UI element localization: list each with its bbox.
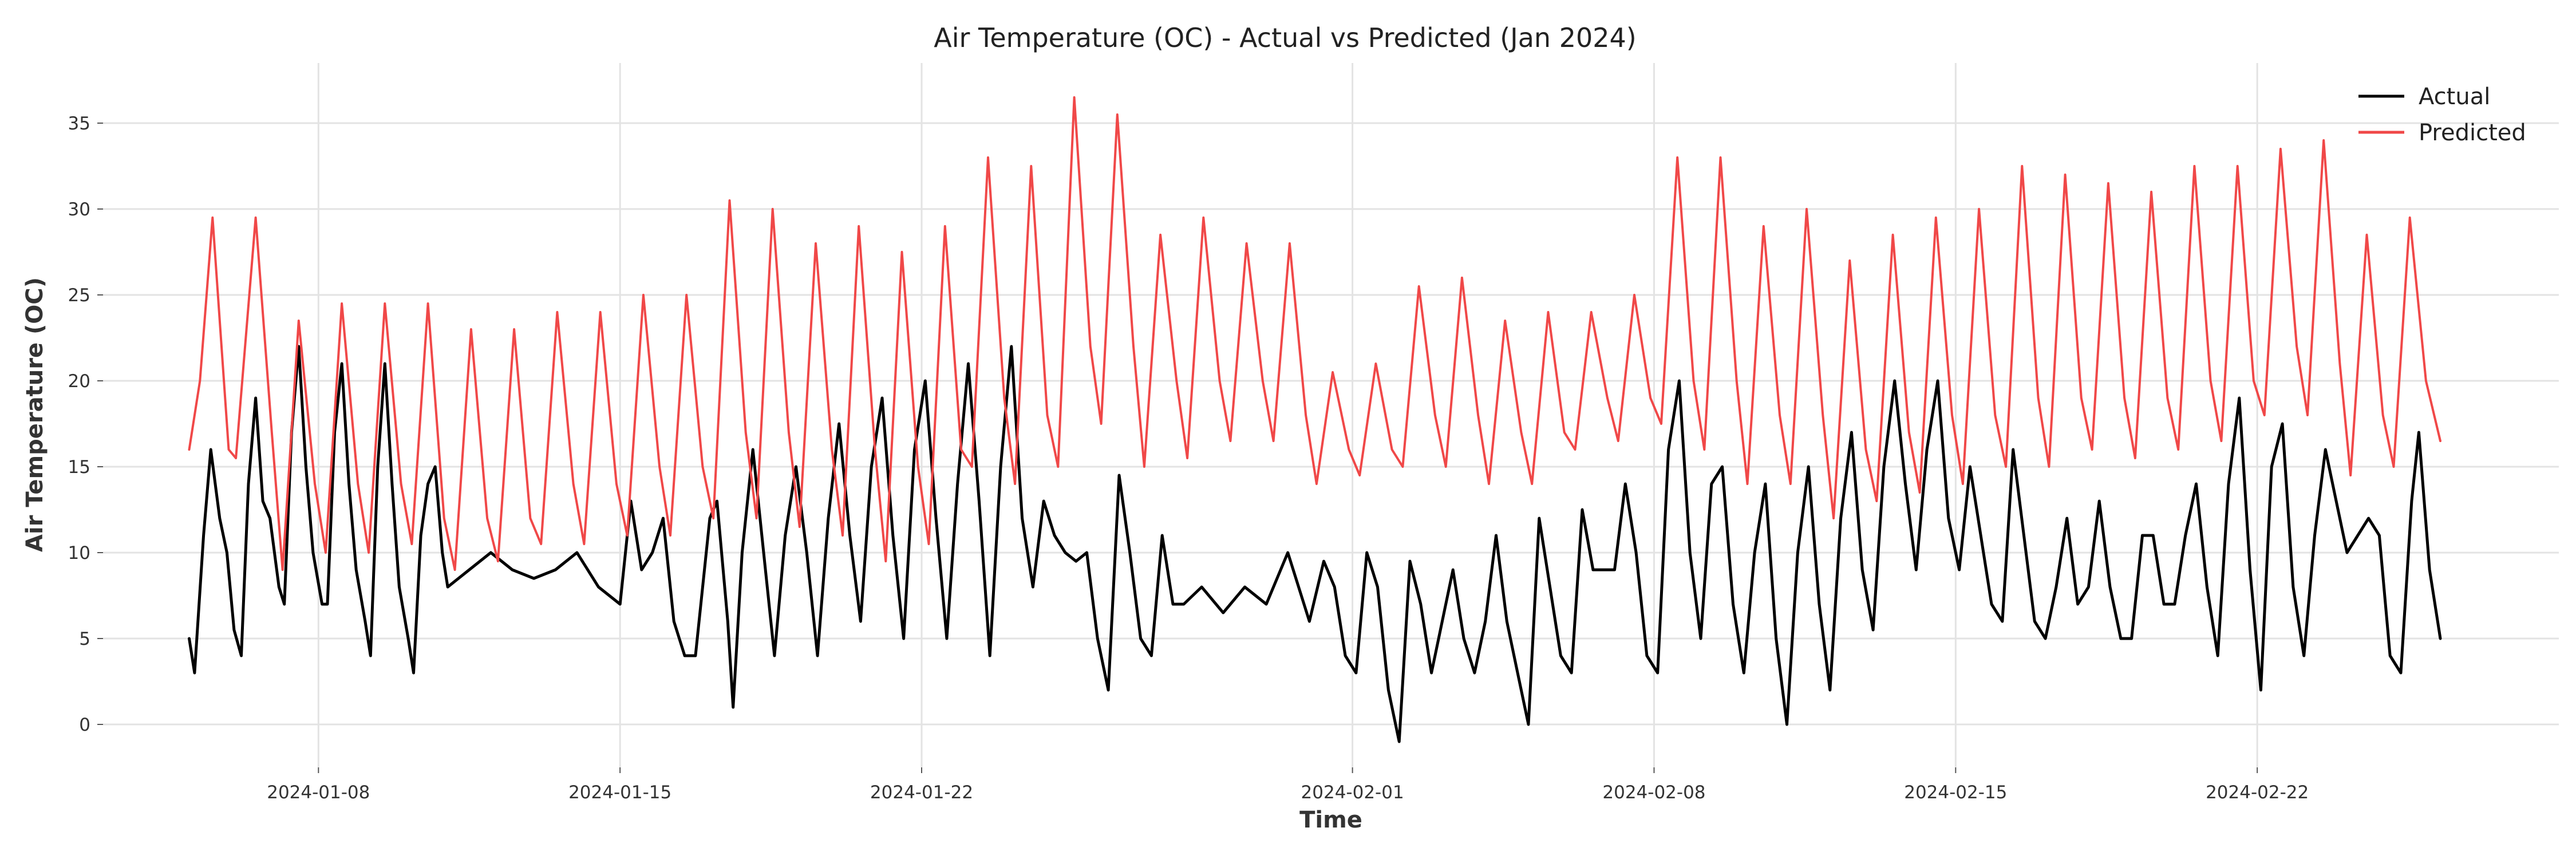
- grid-lines: [103, 63, 2559, 767]
- y-tick-label-5: 25: [68, 285, 90, 306]
- x-tick-label-6: 2024-02-22: [2206, 782, 2309, 803]
- y-tick-label-2: 10: [68, 543, 90, 564]
- x-tick-label-0: 2024-01-08: [267, 782, 370, 803]
- x-tick-label-4: 2024-02-08: [1602, 782, 1705, 803]
- series-lines: [188, 96, 2442, 743]
- y-tick-label-6: 30: [68, 199, 90, 220]
- y-axis-label: Air Temperature (OC): [22, 277, 48, 552]
- legend-label-predicted: Predicted: [2419, 120, 2526, 146]
- x-tick-label-1: 2024-01-15: [568, 782, 671, 803]
- series-line-actual: [188, 345, 2442, 743]
- chart-title: Air Temperature (OC) - Actual vs Predict…: [934, 22, 1636, 53]
- y-tick-label-4: 20: [68, 371, 90, 392]
- y-tick-label-7: 35: [68, 113, 90, 134]
- y-tick-label-1: 5: [79, 629, 90, 649]
- x-axis-label: Time: [1299, 807, 1362, 833]
- y-tick-label-3: 15: [68, 457, 90, 478]
- y-tick-label-0: 0: [79, 715, 90, 735]
- series-line-predicted: [188, 96, 2441, 571]
- x-tick-label-5: 2024-02-15: [1904, 782, 2007, 803]
- x-tick-label-3: 2024-02-01: [1301, 782, 1404, 803]
- legend: Actual Predicted: [2358, 84, 2526, 146]
- x-tick-label-2: 2024-01-22: [870, 782, 973, 803]
- legend-label-actual: Actual: [2419, 84, 2490, 110]
- axis-ticks: 0 5 10 15 20 25 30 35 2024-01-08 2024-01-15 2024-0…: [68, 113, 2309, 803]
